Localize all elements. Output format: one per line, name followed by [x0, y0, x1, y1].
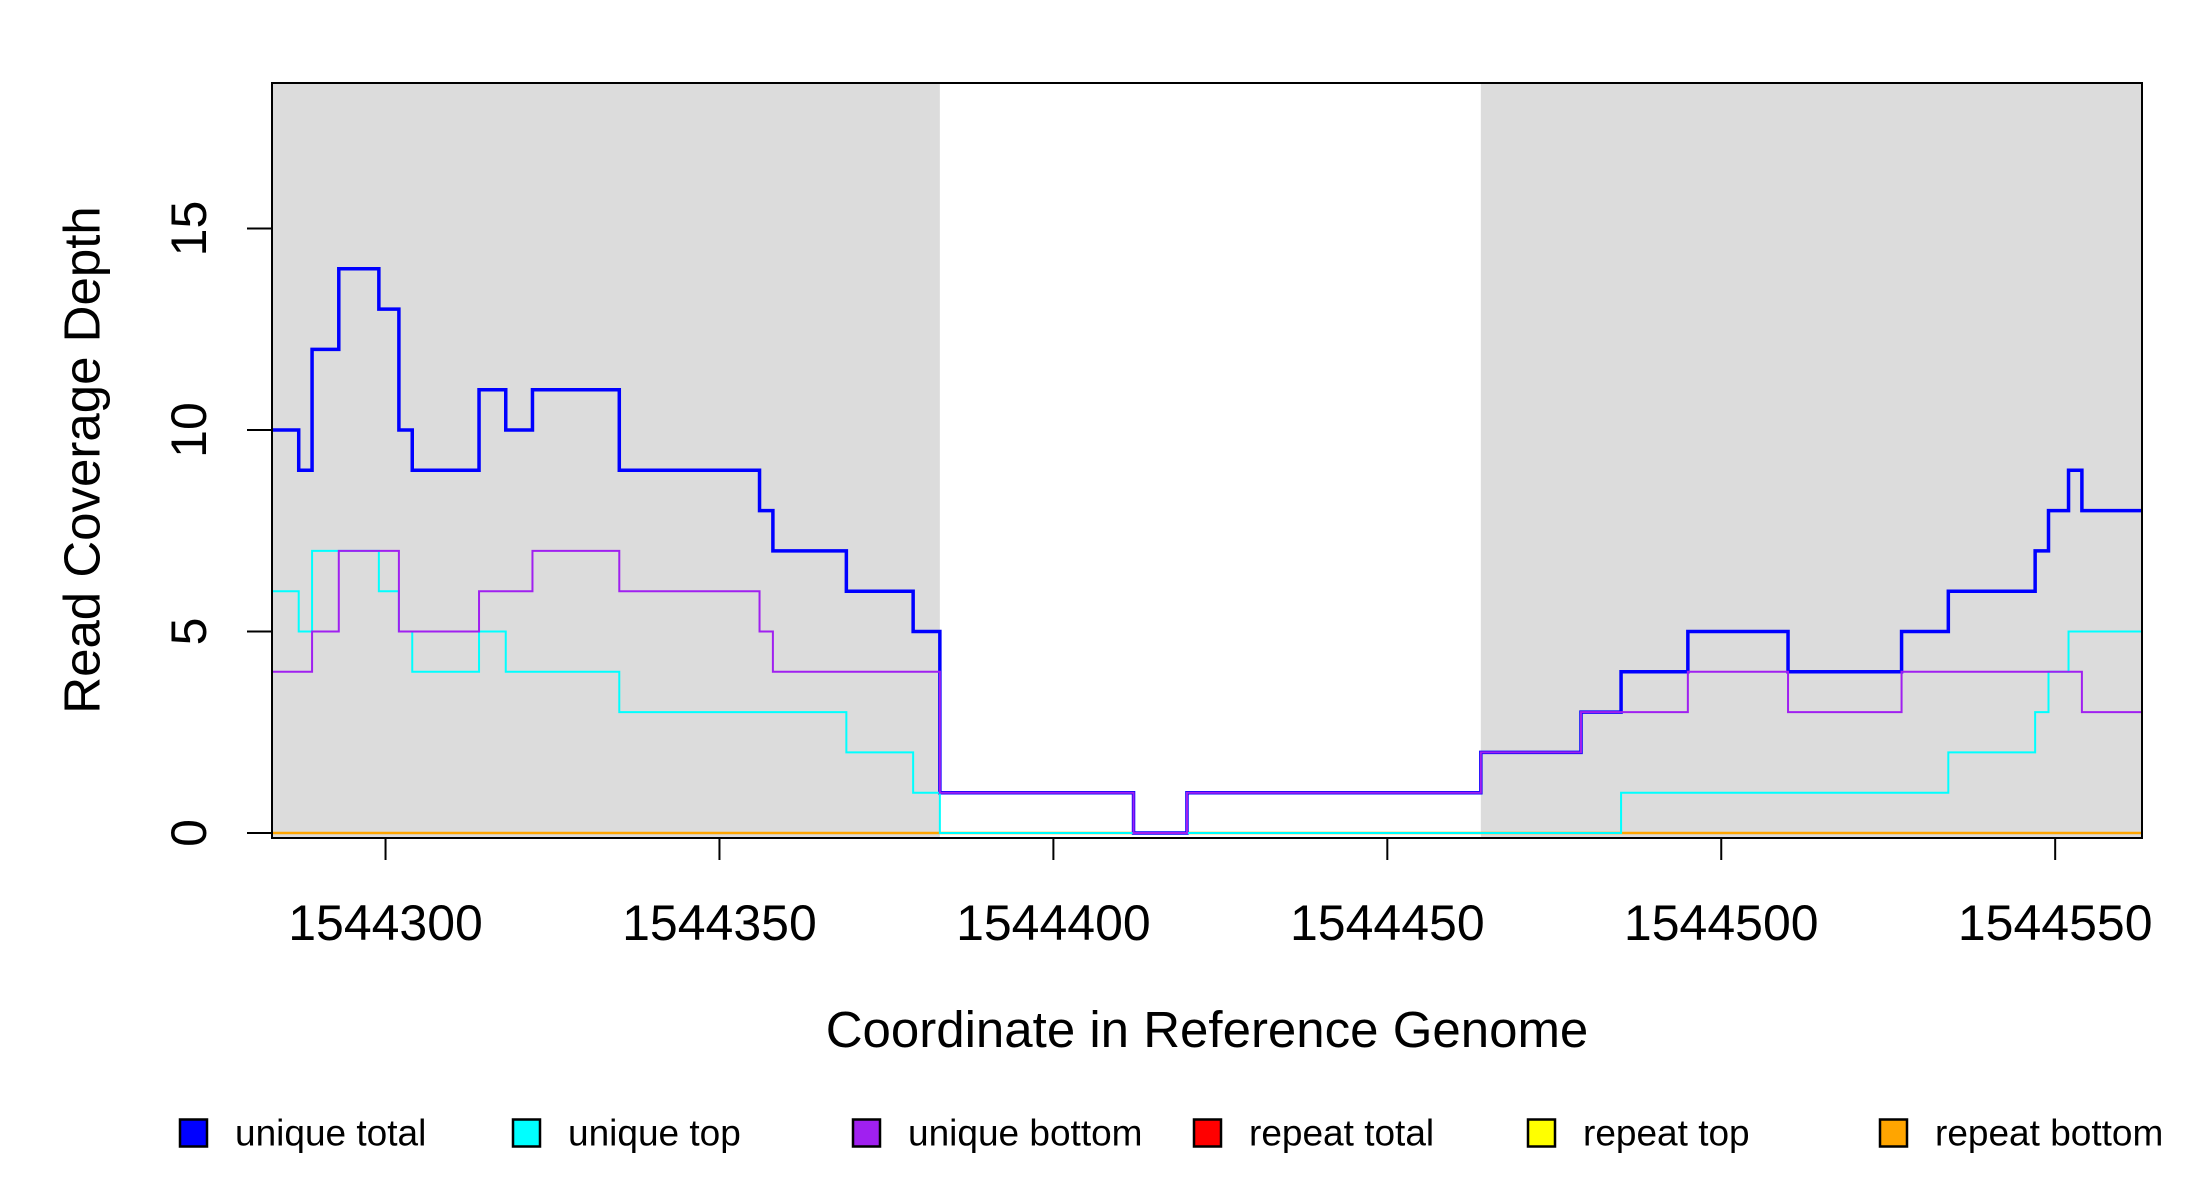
x-axis-title: Coordinate in Reference Genome — [825, 1001, 1589, 1058]
legend-swatch-repeat-bottom — [1878, 1118, 1909, 1148]
legend-swatch-repeat-total — [1192, 1118, 1223, 1148]
y-tick-label: 0 — [161, 819, 217, 847]
x-tick-label: 1544450 — [1290, 895, 1485, 951]
x-tick-label: 1544550 — [1958, 895, 2153, 951]
legend-item-unique-bottom: unique bottom — [851, 1113, 1143, 1154]
y-tick-label: 15 — [161, 201, 217, 257]
legend-swatch-repeat-top — [1526, 1118, 1557, 1148]
legend-label: repeat total — [1249, 1113, 1434, 1154]
x-tick-label: 1544500 — [1624, 895, 1819, 951]
x-tick-label: 1544400 — [956, 895, 1151, 951]
series-unique-bottom-line — [272, 549, 2142, 834]
y-axis-title: Read Coverage Depth — [53, 206, 111, 714]
series-unique-top-line — [272, 549, 2142, 834]
legend-label: repeat bottom — [1935, 1113, 2163, 1154]
legend-label: unique bottom — [908, 1113, 1143, 1154]
legend-label: unique top — [568, 1113, 741, 1154]
plot-panel-border — [271, 82, 2143, 839]
legend-item-repeat-bottom: repeat bottom — [1878, 1113, 2163, 1154]
x-tick-label: 1544300 — [288, 895, 483, 951]
legend-label: unique total — [235, 1113, 426, 1154]
y-tick-label: 5 — [161, 618, 217, 646]
legend-swatch-unique-total — [178, 1118, 209, 1148]
legend-item-repeat-total: repeat total — [1192, 1113, 1434, 1154]
legend-label: repeat top — [1583, 1113, 1750, 1154]
y-tick-label: 10 — [161, 402, 217, 458]
legend-swatch-unique-top — [511, 1118, 542, 1148]
x-tick-label: 1544350 — [622, 895, 817, 951]
legend-item-unique-total: unique total — [178, 1113, 426, 1154]
series-unique-total-line — [272, 267, 2142, 835]
shaded-region — [272, 83, 940, 838]
legend-item-unique-top: unique top — [511, 1113, 741, 1154]
legend-item-repeat-top: repeat top — [1526, 1113, 1750, 1154]
legend-swatch-unique-bottom — [851, 1118, 882, 1148]
